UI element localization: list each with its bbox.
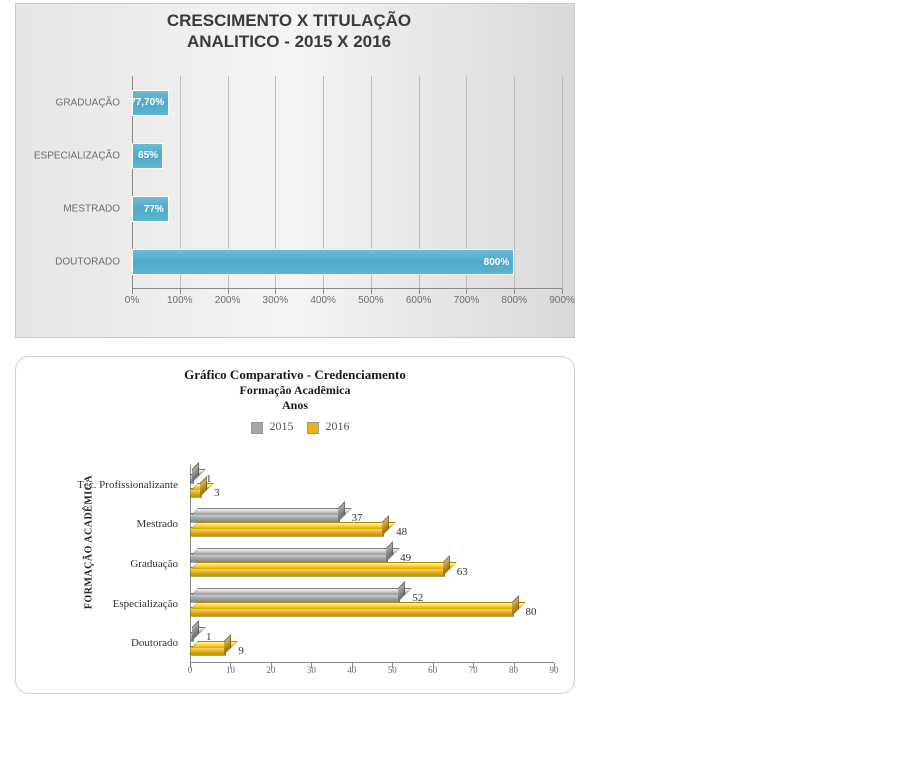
chart2-bar-2016 <box>190 646 226 656</box>
chart1-bar-value: 77% <box>144 204 164 215</box>
chart1-ylabels: GRADUAÇÃO ESPECIALIZAÇÃO MESTRADO DOUTORADO <box>16 76 126 289</box>
chart1-xlabel: 400% <box>310 295 336 306</box>
chart1-xtick <box>562 289 563 294</box>
chart1-xlabel: 900% <box>549 295 575 306</box>
chart1-bar-value: 65% <box>138 150 158 161</box>
chart2-bar-value: 9 <box>238 645 244 657</box>
chart1-xtick <box>419 289 420 294</box>
chart1-bar: 65% <box>132 143 163 169</box>
chart2-ylabel: Especialização <box>113 598 178 610</box>
legend-label-2016: 2016 <box>326 419 350 433</box>
chart1-ylabel: GRADUAÇÃO <box>56 97 120 108</box>
chart2-bar-value: 3 <box>214 487 220 499</box>
chart2-ylabel: Téc. Profissionalizante <box>77 479 178 491</box>
chart1-xlabels: 0%100%200%300%400%500%600%700%800%900% <box>132 295 562 309</box>
chart1-xtick <box>132 289 133 294</box>
chart1-xlabel: 700% <box>454 295 480 306</box>
chart1-xlabel: 100% <box>167 295 193 306</box>
chart2-title-line2: Formação Acadêmica <box>16 383 574 398</box>
chart1-xtick <box>275 289 276 294</box>
chart2-xlabel: 0 <box>188 665 193 675</box>
chart2-bar-2016 <box>190 527 384 537</box>
chart2-bar-value: 63 <box>457 566 468 578</box>
chart1-xlabel: 200% <box>215 295 241 306</box>
chart1-xlabel: 500% <box>358 295 384 306</box>
chart2-bar-2015 <box>190 474 194 484</box>
chart2-xlabels: 0102030405060708090 <box>190 665 554 679</box>
chart2-bar-value: 48 <box>396 526 407 538</box>
legend-swatch-2015 <box>251 422 263 434</box>
chart1-gridline <box>514 76 515 289</box>
chart2-xlabel: 60 <box>428 665 437 675</box>
chart1-title-line2: ANALITICO - 2015 X 2016 <box>16 31 562 52</box>
chart1-xlabel: 0% <box>125 295 139 306</box>
chart1-bar: 77% <box>132 196 169 222</box>
chart1-bar: 800% <box>132 249 514 275</box>
chart1-xlabel: 800% <box>501 295 527 306</box>
chart2-xlabel: 30 <box>307 665 316 675</box>
chart1-ylabel: DOUTORADO <box>55 257 120 268</box>
chart1-title: CRESCIMENTO X TITULAÇÃO ANALITICO - 2015… <box>16 10 562 53</box>
chart2-ylabel: Doutorado <box>131 637 178 649</box>
legend-label-2015: 2015 <box>270 419 294 433</box>
chart1-bar-value: 77,70% <box>130 97 164 108</box>
chart1-plot-area: 77,70% 65% 77% 800% <box>132 76 562 289</box>
chart2-plot: 1337484963528019 <box>190 465 554 663</box>
chart2-bar-value: 80 <box>526 606 537 618</box>
chart1-xtick <box>228 289 229 294</box>
chart1-xtick <box>371 289 372 294</box>
chart2-title: Gráfico Comparativo - Credenciamento For… <box>16 367 574 413</box>
chart2-x-axis <box>190 662 554 663</box>
chart1-xtick <box>466 289 467 294</box>
chart2-bar-2016 <box>190 607 514 617</box>
chart2-xlabel: 50 <box>388 665 397 675</box>
chart2-ylabels: Téc. Profissionalizante Mestrado Graduação… <box>16 465 184 663</box>
chart1-x-axis <box>132 288 562 289</box>
chart1-xtick <box>323 289 324 294</box>
chart2-xlabel: 40 <box>347 665 356 675</box>
chart2-xlabel: 80 <box>509 665 518 675</box>
comparativo-chart: Gráfico Comparativo - Credenciamento For… <box>15 356 575 694</box>
chart2-plot-area: 1337484963528019 <box>190 465 554 663</box>
chart1-xlabel: 600% <box>406 295 432 306</box>
chart2-bar-2016 <box>190 488 202 498</box>
chart1-ylabel: ESPECIALIZAÇÃO <box>34 150 120 161</box>
chart2-title-line1: Gráfico Comparativo - Credenciamento <box>16 367 574 383</box>
chart2-bar-2016 <box>190 567 445 577</box>
chart2-xlabel: 90 <box>550 665 559 675</box>
chart2-xlabel: 10 <box>226 665 235 675</box>
chart1-title-line1: CRESCIMENTO X TITULAÇÃO <box>16 10 562 31</box>
chart2-xlabel: 20 <box>266 665 275 675</box>
chart1-xlabel: 300% <box>263 295 289 306</box>
chart1-bar: 77,70% <box>132 90 169 116</box>
chart1-ylabel: MESTRADO <box>63 204 120 215</box>
legend-swatch-2016 <box>307 422 319 434</box>
chart1-xtick <box>514 289 515 294</box>
crescimento-chart: CRESCIMENTO X TITULAÇÃO ANALITICO - 2015… <box>15 3 575 338</box>
chart1-gridline <box>562 76 563 289</box>
chart2-title-line3: Anos <box>16 398 574 413</box>
chart1-xtick <box>180 289 181 294</box>
chart2-legend: 2015 2016 <box>16 419 574 434</box>
chart2-xlabel: 70 <box>469 665 478 675</box>
chart2-ylabel: Graduação <box>130 558 178 570</box>
chart2-bar-2015 <box>190 632 194 642</box>
chart2-ylabel: Mestrado <box>136 518 178 530</box>
chart1-bar-value: 800% <box>484 257 510 268</box>
